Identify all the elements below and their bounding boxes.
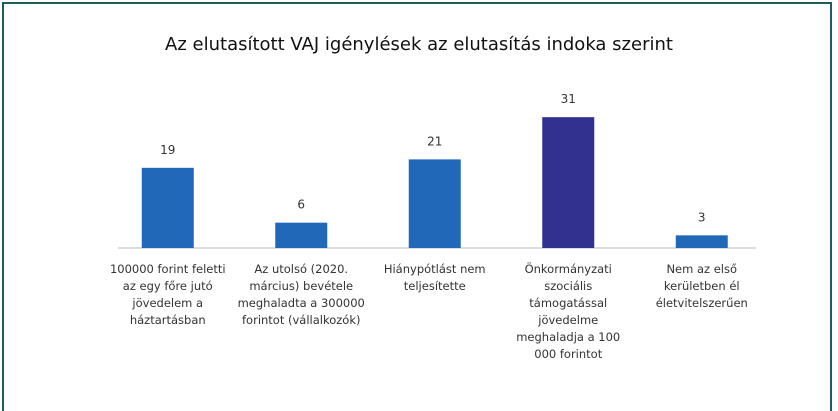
chart-title: Az elutasított VAJ igénylések az elutasí… <box>165 34 673 55</box>
value-label: 19 <box>160 143 175 157</box>
x-tick-label: Nem az első kerületben él életvitelszerű… <box>655 262 748 310</box>
value-label: 21 <box>427 134 442 148</box>
value-label: 6 <box>297 198 305 212</box>
value-label: 3 <box>698 210 706 224</box>
bar <box>408 159 461 248</box>
x-tick-label: 100000 forint feletti az egy főre jutó j… <box>109 262 226 327</box>
bar <box>141 167 194 248</box>
value-label: 31 <box>561 92 576 106</box>
x-tick-label: Hiánypótlást nem teljesítette <box>383 262 486 293</box>
bar <box>275 222 328 248</box>
x-tick-label: Az utolsó (2020. március) bevétele megha… <box>237 262 365 327</box>
x-tick-label: Önkormányzati szociális támogatással jöv… <box>516 262 621 361</box>
bar <box>675 235 728 248</box>
bar <box>542 117 595 249</box>
